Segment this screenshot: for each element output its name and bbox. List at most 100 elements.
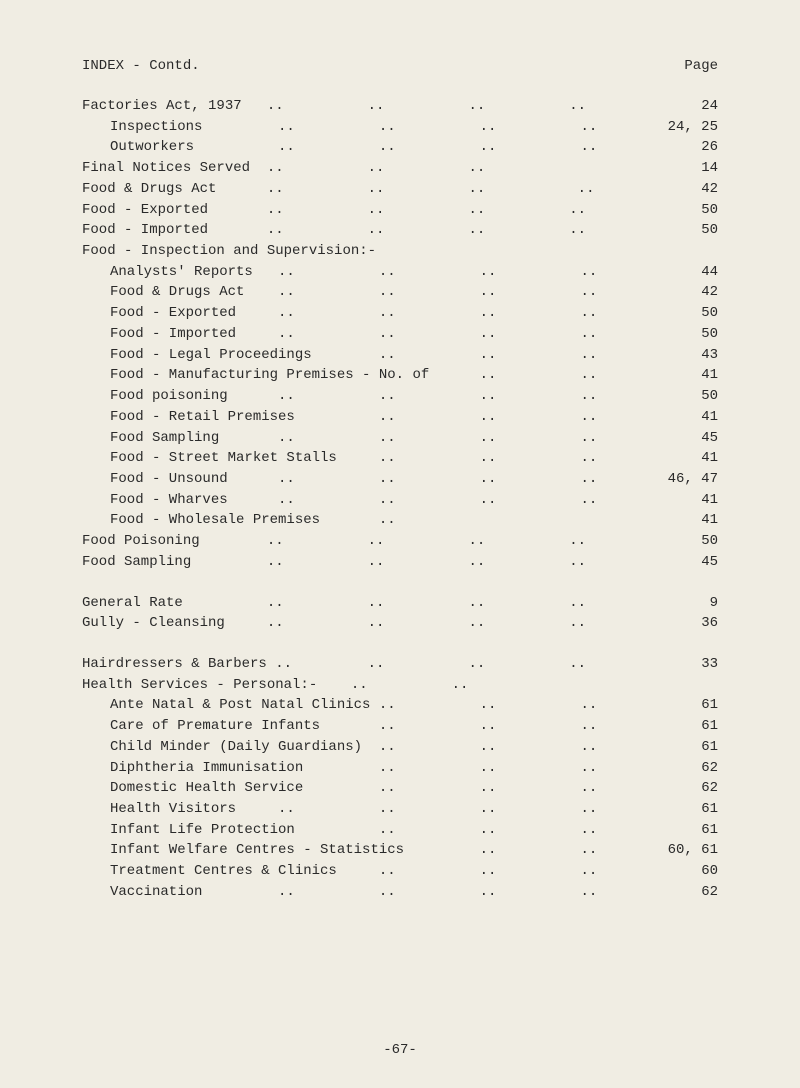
- section-gap-2: [82, 634, 718, 654]
- entry-label: Final Notices Served .. .. ..: [82, 158, 485, 179]
- entry-page: 50: [701, 200, 718, 221]
- index-entry: Outworkers .. .. .. ..26: [82, 137, 718, 158]
- index-entries-section-3: Hairdressers & Barbers .. .. .. .. 33 Heal…: [82, 654, 718, 903]
- entry-label: Health Services - Personal:- .. ..: [82, 675, 468, 696]
- entry-page: 41: [701, 510, 718, 531]
- index-entry: Food - Unsound .. .. .. ..46, 47: [82, 469, 718, 490]
- entry-page: 24: [701, 96, 718, 117]
- entry-page: 61: [701, 716, 718, 737]
- entry-label: Food & Drugs Act .. .. .. ..: [82, 282, 597, 303]
- index-entry: Food Sampling .. .. .. .. 45: [82, 428, 718, 449]
- index-entry: Food - Exported .. .. .. .. 50: [82, 200, 718, 221]
- entry-label: Health Visitors .. .. .. ..: [82, 799, 597, 820]
- entry-page: 41: [701, 448, 718, 469]
- entry-page: 50: [701, 303, 718, 324]
- entry-page: 45: [701, 552, 718, 573]
- entry-label: Food - Retail Premises .. .. ..: [82, 407, 597, 428]
- entry-page: 44: [701, 262, 718, 283]
- index-entry: Hairdressers & Barbers .. .. .. .. 33: [82, 654, 718, 675]
- entry-page: 43: [701, 345, 718, 366]
- index-entry: Child Minder (Daily Guardians) .. .. .. 6…: [82, 737, 718, 758]
- index-entry: Food & Drugs Act .. .. .. .. 42: [82, 179, 718, 200]
- entry-label: Food - Exported .. .. .. ..: [82, 200, 586, 221]
- entry-page: 42: [701, 179, 718, 200]
- index-entry: Food - Wholesale Premises .. 41: [82, 510, 718, 531]
- index-entries-section-1: Factories Act, 1937 .. .. .. .. 24 Inspect…: [82, 96, 718, 573]
- index-entry: Factories Act, 1937 .. .. .. .. 24: [82, 96, 718, 117]
- entry-label: Domestic Health Service .. .. ..: [82, 778, 597, 799]
- index-entry: Vaccination .. .. .. ..62: [82, 882, 718, 903]
- index-entry: Infant Welfare Centres - Statistics .. .…: [82, 840, 718, 861]
- index-entry: Food - Retail Premises .. .. .. 41: [82, 407, 718, 428]
- entry-page: 61: [701, 737, 718, 758]
- entry-label: Food - Manufacturing Premises - No. of .…: [82, 365, 597, 386]
- entry-page: 41: [701, 407, 718, 428]
- entry-label: Outworkers .. .. .. ..: [82, 137, 597, 158]
- entry-page: 61: [701, 820, 718, 841]
- index-entry: Food - Manufacturing Premises - No. of .…: [82, 365, 718, 386]
- entry-label: Food - Unsound .. .. .. ..: [82, 469, 597, 490]
- entry-label: Food Sampling .. .. .. ..: [82, 552, 586, 573]
- entry-label: General Rate .. .. .. ..: [82, 593, 586, 614]
- entry-label: Child Minder (Daily Guardians) .. .. ..: [82, 737, 597, 758]
- entry-label: Food Sampling .. .. .. ..: [82, 428, 597, 449]
- entry-label: Food Poisoning .. .. .. ..: [82, 531, 586, 552]
- entry-page: 41: [701, 365, 718, 386]
- entry-page: 50: [701, 531, 718, 552]
- entry-label: Food - Exported .. .. .. ..: [82, 303, 597, 324]
- section-gap-1: [82, 573, 718, 593]
- index-entry: Food - Inspection and Supervision:-: [82, 241, 718, 262]
- entry-label: Infant Life Protection .. .. ..: [82, 820, 597, 841]
- index-entry: Food - Street Market Stalls .. .. .. 41: [82, 448, 718, 469]
- entry-label: Food & Drugs Act .. .. .. ..: [82, 179, 594, 200]
- entry-page: 36: [701, 613, 718, 634]
- index-entry: Food - Legal Proceedings .. .. .. 43: [82, 345, 718, 366]
- entry-label: Hairdressers & Barbers .. .. .. ..: [82, 654, 586, 675]
- index-entry: Food - Imported .. .. .. ..50: [82, 324, 718, 345]
- index-entry: Food poisoning .. .. .. .. 50: [82, 386, 718, 407]
- index-entry: Treatment Centres & Clinics .. .. .. 60: [82, 861, 718, 882]
- entry-label: Food - Street Market Stalls .. .. ..: [82, 448, 597, 469]
- entry-page: 61: [701, 695, 718, 716]
- index-entry: Ante Natal & Post Natal Clinics .. .. ..…: [82, 695, 718, 716]
- entry-page: 9: [710, 593, 718, 614]
- entry-label: Food - Inspection and Supervision:-: [82, 241, 376, 262]
- index-entry: Analysts' Reports .. .. .. .. 44: [82, 262, 718, 283]
- header-page-label: Page: [684, 58, 718, 74]
- header-title: INDEX - Contd.: [82, 58, 200, 74]
- index-entry: Diphtheria Immunisation .. .. .. 62: [82, 758, 718, 779]
- entry-label: Ante Natal & Post Natal Clinics .. .. ..: [82, 695, 597, 716]
- entry-label: Gully - Cleansing .. .. .. ..: [82, 613, 586, 634]
- entry-label: Food poisoning .. .. .. ..: [82, 386, 597, 407]
- entry-page: 60, 61: [668, 840, 718, 861]
- entry-page: 62: [701, 758, 718, 779]
- entry-page: 45: [701, 428, 718, 449]
- entry-page: 24, 25: [668, 117, 718, 138]
- entry-page: 50: [701, 386, 718, 407]
- index-entry: Care of Premature Infants .. .. .. 61: [82, 716, 718, 737]
- index-header: INDEX - Contd. Page: [82, 58, 718, 74]
- entry-page: 41: [701, 490, 718, 511]
- entry-page: 50: [701, 220, 718, 241]
- index-entry: Domestic Health Service .. .. ..62: [82, 778, 718, 799]
- entry-label: Treatment Centres & Clinics .. .. ..: [82, 861, 597, 882]
- index-entry: Health Visitors .. .. .. .. 61: [82, 799, 718, 820]
- index-entry: Health Services - Personal:- .. ..: [82, 675, 718, 696]
- entry-page: 61: [701, 799, 718, 820]
- entry-page: 14: [701, 158, 718, 179]
- entry-page: 33: [701, 654, 718, 675]
- index-entry: Gully - Cleansing .. .. .. .. 36: [82, 613, 718, 634]
- entry-label: Food - Imported .. .. .. ..: [82, 324, 597, 345]
- entry-label: Vaccination .. .. .. ..: [82, 882, 597, 903]
- entry-page: 60: [701, 861, 718, 882]
- page-footer-number: -67-: [383, 1042, 417, 1058]
- entry-label: Food - Legal Proceedings .. .. ..: [82, 345, 597, 366]
- entry-label: Factories Act, 1937 .. .. .. ..: [82, 96, 586, 117]
- entry-label: Diphtheria Immunisation .. .. ..: [82, 758, 597, 779]
- entry-label: Food - Wholesale Premises ..: [82, 510, 396, 531]
- index-entries-section-2: General Rate .. .. .. ..9Gully - Cleansi…: [82, 593, 718, 634]
- entry-label: Care of Premature Infants .. .. ..: [82, 716, 597, 737]
- entry-label: Analysts' Reports .. .. .. ..: [82, 262, 597, 283]
- entry-label: Food - Imported .. .. .. ..: [82, 220, 586, 241]
- entry-label: Inspections .. .. .. ..: [82, 117, 597, 138]
